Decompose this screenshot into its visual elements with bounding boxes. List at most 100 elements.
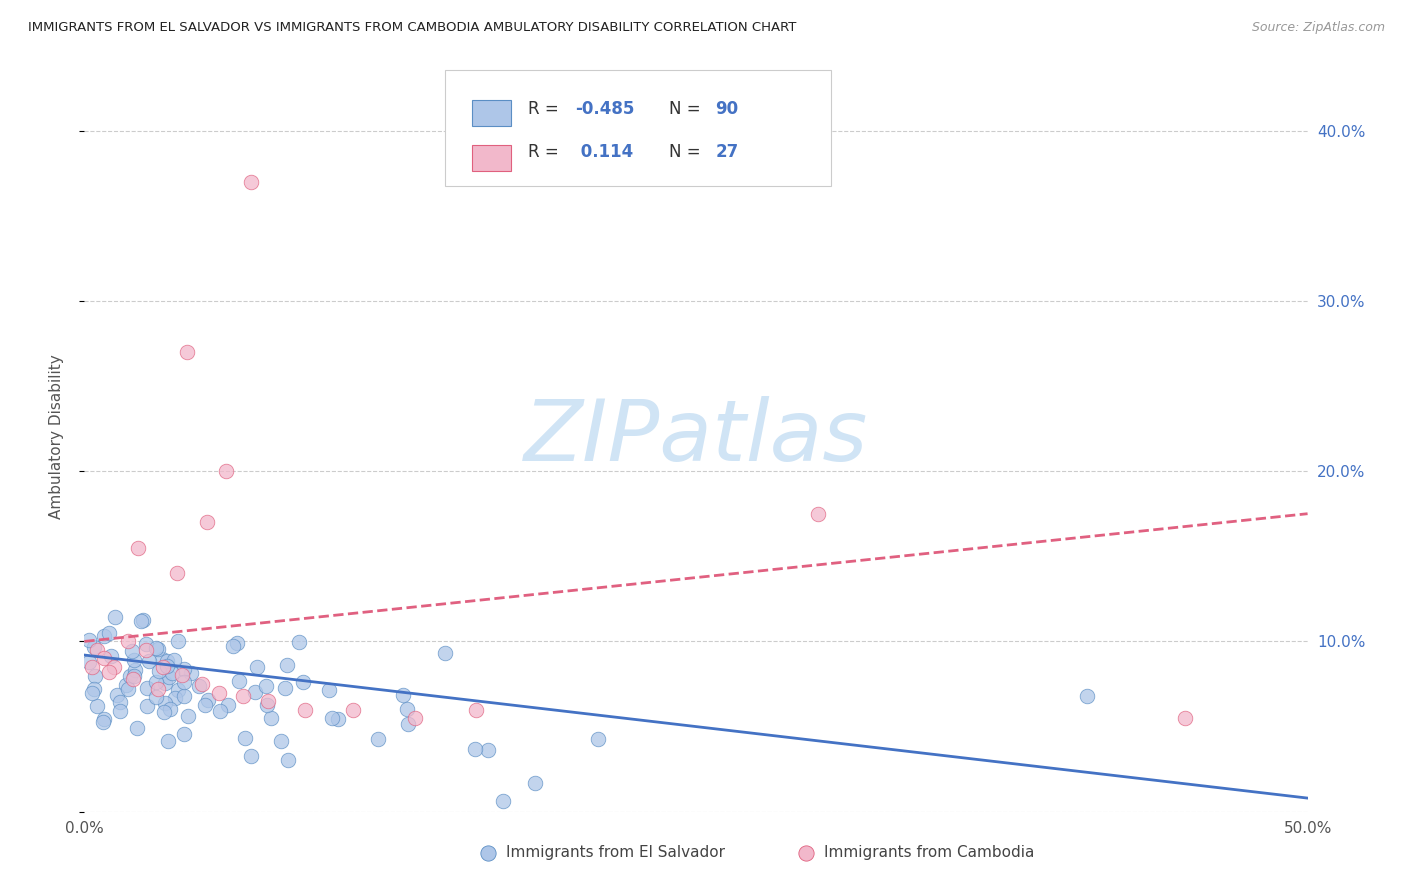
Point xyxy=(122,672,145,686)
Point xyxy=(173,674,195,689)
Point xyxy=(167,682,190,697)
Point xyxy=(152,660,174,674)
Point xyxy=(239,748,262,763)
Point xyxy=(148,664,170,678)
Point xyxy=(215,464,238,478)
Text: -0.485: -0.485 xyxy=(575,100,634,118)
Text: N =: N = xyxy=(669,143,700,161)
Point xyxy=(117,682,139,697)
Point xyxy=(138,654,160,668)
Point xyxy=(117,634,139,648)
Text: N =: N = xyxy=(669,100,700,118)
Point xyxy=(173,690,195,704)
Point xyxy=(177,708,200,723)
Point xyxy=(180,666,202,681)
Point xyxy=(124,664,146,678)
Y-axis label: Ambulatory Disability: Ambulatory Disability xyxy=(49,355,63,519)
Point xyxy=(146,682,169,697)
Point xyxy=(277,753,299,767)
Point xyxy=(132,614,155,628)
Point xyxy=(239,175,262,189)
Point xyxy=(136,681,159,695)
Point xyxy=(233,731,256,746)
Point xyxy=(276,658,298,673)
Text: ZIPatlas: ZIPatlas xyxy=(524,395,868,479)
Point xyxy=(135,699,157,714)
Point xyxy=(157,670,180,684)
Point xyxy=(321,711,343,725)
Point xyxy=(159,702,181,716)
Point xyxy=(103,660,125,674)
Point xyxy=(274,681,297,695)
Point xyxy=(150,652,173,666)
Text: Immigrants from El Salvador: Immigrants from El Salvador xyxy=(506,846,725,861)
Text: Immigrants from Cambodia: Immigrants from Cambodia xyxy=(824,846,1035,861)
Text: 90: 90 xyxy=(716,100,738,118)
Point xyxy=(256,698,278,712)
Text: Source: ZipAtlas.com: Source: ZipAtlas.com xyxy=(1251,21,1385,34)
Point xyxy=(115,678,138,692)
Point xyxy=(342,702,364,716)
Point xyxy=(191,677,214,691)
Point xyxy=(226,636,249,650)
Point xyxy=(165,691,187,706)
Point xyxy=(172,668,194,682)
Point xyxy=(160,665,183,680)
Point xyxy=(396,701,419,715)
Point xyxy=(396,717,419,731)
Point xyxy=(83,682,105,697)
Point xyxy=(163,653,186,667)
Point xyxy=(176,345,198,359)
Point xyxy=(173,726,195,740)
Point xyxy=(1174,711,1197,725)
Point xyxy=(105,689,128,703)
Point xyxy=(127,541,149,555)
Point xyxy=(108,695,131,709)
Point xyxy=(86,698,108,713)
Point xyxy=(492,794,515,808)
Point xyxy=(166,634,188,648)
Point xyxy=(257,694,280,708)
Point xyxy=(153,705,176,719)
Point xyxy=(91,714,114,729)
Point xyxy=(208,685,231,699)
Point xyxy=(586,732,609,747)
Point xyxy=(367,732,389,747)
Text: R =: R = xyxy=(529,143,560,161)
Text: 0.114: 0.114 xyxy=(575,143,633,161)
Point xyxy=(100,649,122,664)
Point xyxy=(260,710,283,724)
Point xyxy=(194,698,217,713)
Point xyxy=(93,629,115,643)
Point xyxy=(84,669,107,683)
Point xyxy=(80,685,103,699)
Point xyxy=(464,702,486,716)
Point xyxy=(222,639,245,653)
FancyBboxPatch shape xyxy=(472,145,512,171)
Point xyxy=(156,659,179,673)
Point xyxy=(294,702,316,716)
Point xyxy=(1076,689,1098,703)
Point xyxy=(173,662,195,676)
Text: IMMIGRANTS FROM EL SALVADOR VS IMMIGRANTS FROM CAMBODIA AMBULATORY DISABILITY CO: IMMIGRANTS FROM EL SALVADOR VS IMMIGRANT… xyxy=(28,21,796,34)
Point xyxy=(135,643,157,657)
Point xyxy=(122,669,145,683)
Point xyxy=(404,711,426,725)
Point xyxy=(328,712,350,726)
Point xyxy=(197,692,219,706)
Point xyxy=(208,704,231,718)
Point xyxy=(80,660,103,674)
Point xyxy=(187,679,209,693)
Point xyxy=(93,651,115,665)
Point xyxy=(228,674,250,689)
Point xyxy=(135,637,157,651)
Point xyxy=(86,643,108,657)
Point xyxy=(145,690,167,704)
Point xyxy=(218,698,240,712)
Point xyxy=(77,633,100,648)
Point xyxy=(292,675,315,690)
Point xyxy=(129,614,152,628)
Point xyxy=(93,712,115,726)
FancyBboxPatch shape xyxy=(446,70,831,186)
Point xyxy=(807,507,830,521)
